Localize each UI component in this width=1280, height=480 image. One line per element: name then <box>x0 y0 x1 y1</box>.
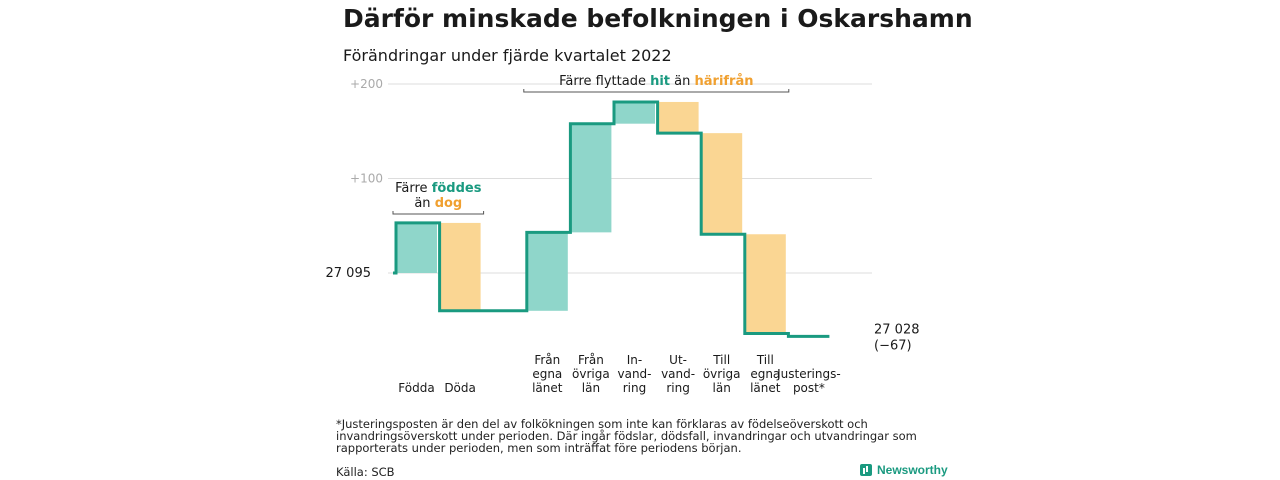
y-tick-label: +200 <box>350 77 383 91</box>
waterfall-bar <box>396 222 437 273</box>
category-label: Justerings- <box>776 367 841 381</box>
annotation-text: Färre flyttade hit än härifrån <box>559 74 753 89</box>
category-label: län <box>582 381 600 395</box>
annotation-text: än dog <box>414 196 462 211</box>
category-label: övriga <box>572 367 610 381</box>
waterfall-bar <box>526 232 568 311</box>
waterfall-bar <box>439 222 481 311</box>
category-label: vand- <box>661 367 695 381</box>
annotation-text: Färre föddes <box>395 181 482 196</box>
chart-subtitle: Förändringar under fjärde kvartalet 2022 <box>343 46 672 65</box>
category-label: In- <box>627 353 642 367</box>
y-tick-label: +100 <box>350 172 383 186</box>
category-label: vand- <box>617 367 651 381</box>
end-value-label: 27 028 <box>874 322 920 337</box>
category-label: ring <box>666 381 690 395</box>
category-label: övriga <box>703 367 741 381</box>
waterfall-bar <box>614 101 655 124</box>
annotation-bracket <box>523 89 790 93</box>
category-label: egna <box>750 367 780 381</box>
category-label: länet <box>750 381 781 395</box>
start-value-label: 27 095 <box>326 266 372 281</box>
waterfall-bar <box>744 234 786 334</box>
cumulative-line <box>393 100 830 338</box>
category-label: Till <box>712 353 730 367</box>
category-label: Födda <box>398 381 434 395</box>
source-label: Källa: SCB <box>336 465 395 479</box>
category-label: post* <box>793 381 825 395</box>
chart-title: Därför minskade befolkningen i Oskarsham… <box>343 4 973 33</box>
category-label: Till <box>756 353 774 367</box>
newsworthy-icon <box>860 464 872 476</box>
waterfall-bar <box>701 133 743 235</box>
brand-logo: Newsworthy <box>860 463 948 477</box>
category-label: Från <box>578 353 604 367</box>
annotation-bracket <box>392 211 485 215</box>
category-label: Döda <box>444 381 476 395</box>
category-label: ring <box>623 381 647 395</box>
brand-name: Newsworthy <box>877 463 948 477</box>
end-value-label: (−67) <box>874 338 912 353</box>
category-label: län <box>713 381 731 395</box>
waterfall-bar <box>657 101 699 134</box>
category-label: länet <box>532 381 563 395</box>
category-label: Från <box>534 353 560 367</box>
category-label: egna <box>532 367 562 381</box>
footnote: *Justeringsposten är den del av folkökni… <box>336 417 917 455</box>
category-label: Ut- <box>669 353 687 367</box>
waterfall-bar <box>570 123 612 233</box>
